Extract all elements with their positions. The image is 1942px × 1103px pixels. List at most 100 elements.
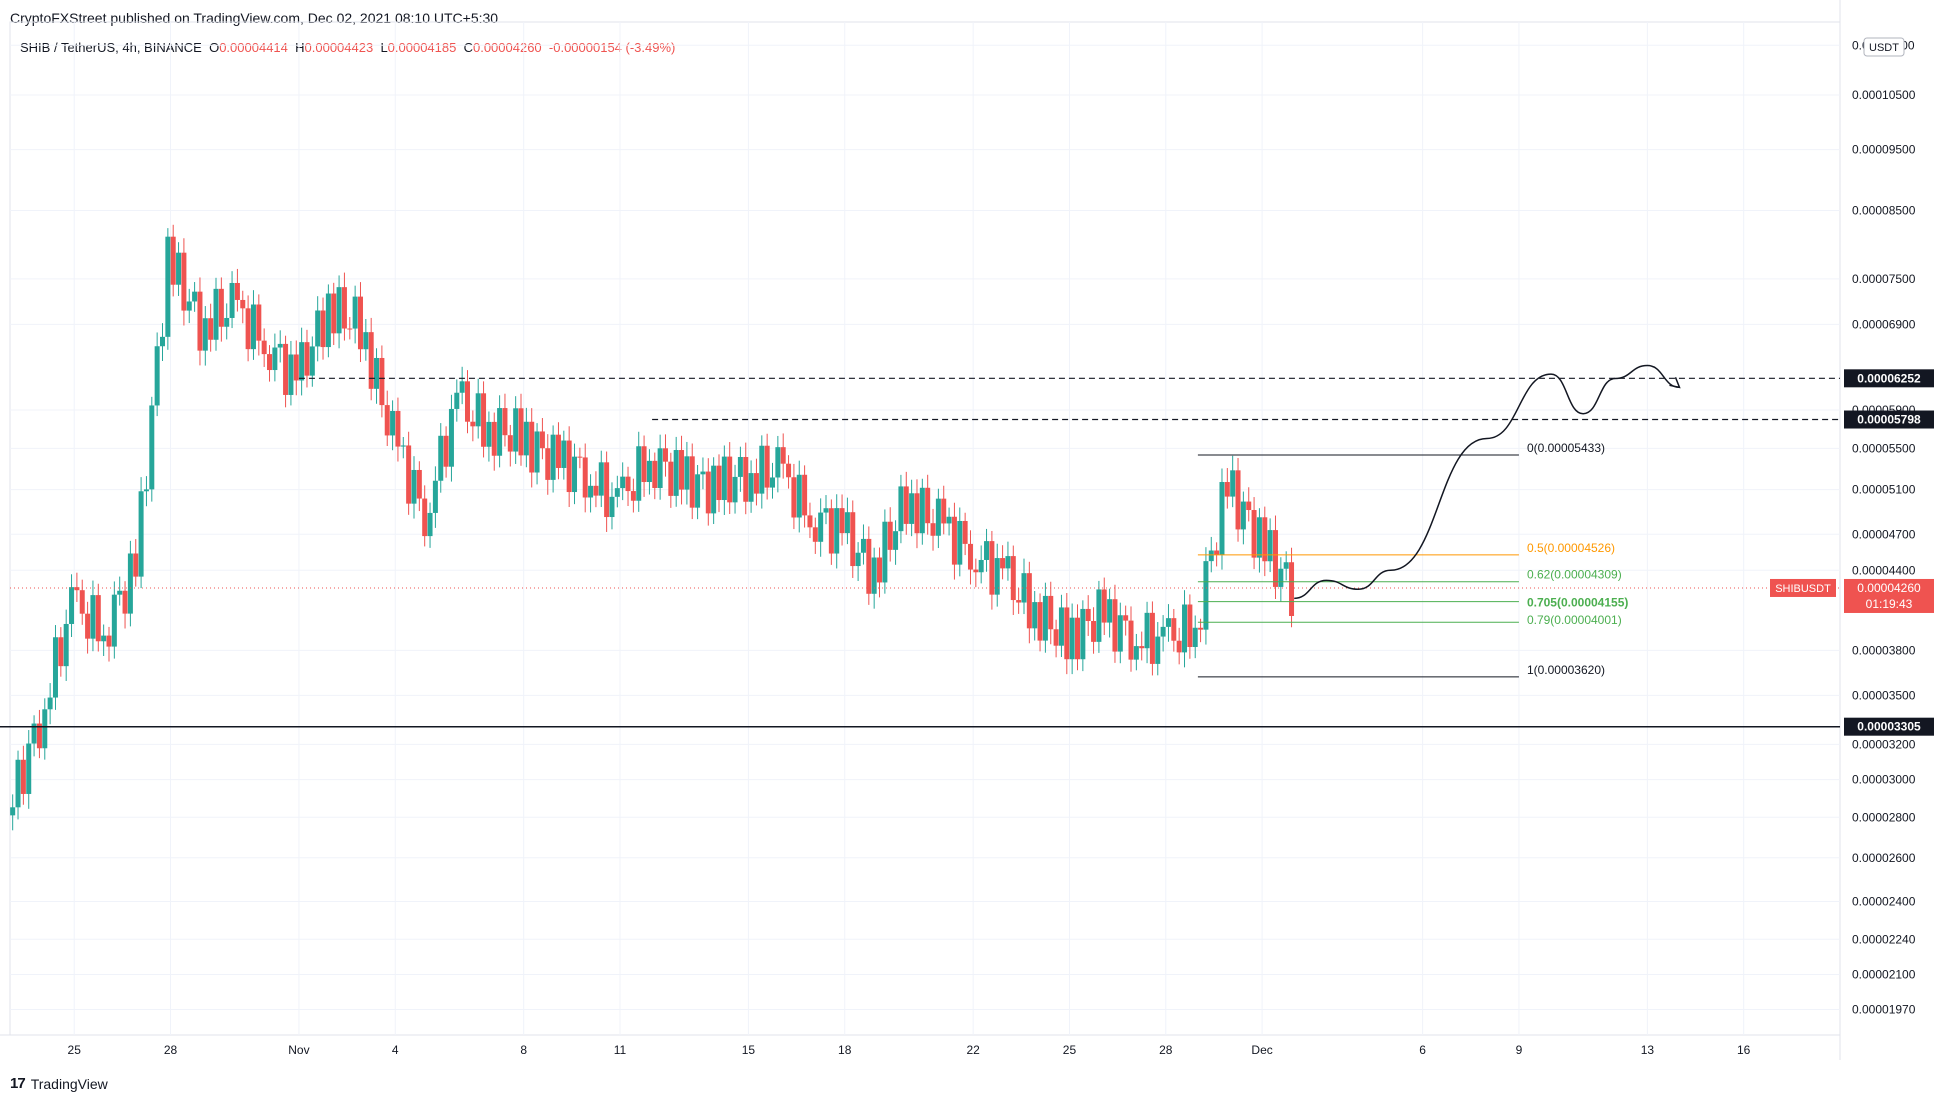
brand-name[interactable]: TradingView <box>30 1075 108 1092</box>
candle-body <box>759 445 765 494</box>
candle-body <box>727 456 733 503</box>
candle-body <box>47 697 53 710</box>
y-tick-label: 0.00002100 <box>1852 968 1916 982</box>
candle-body <box>673 450 679 496</box>
candle-body <box>646 460 652 483</box>
y-tick-label: 0.00004400 <box>1852 563 1916 577</box>
candle-body <box>1053 629 1059 646</box>
candle-body <box>331 293 337 334</box>
y-tick-label: 0.00003000 <box>1852 773 1916 787</box>
candle-body <box>416 469 422 499</box>
y-tick-label: 0.00001970 <box>1852 1002 1916 1016</box>
candle-body <box>887 521 893 550</box>
candle-body <box>770 477 775 488</box>
candle-body <box>186 301 192 311</box>
x-tick-label: 18 <box>838 1043 852 1057</box>
projection-path <box>1294 364 1680 600</box>
candle-body <box>74 587 80 591</box>
candle-body <box>213 288 219 340</box>
candle-body <box>1021 573 1027 603</box>
close-value: 0.00004260 <box>472 40 542 55</box>
fib-level-label: 0.62(0.00004309) <box>1527 568 1622 582</box>
symbol-label[interactable]: SHIB / TetherUS, 4h, BINANCE <box>20 40 202 55</box>
level-price-badge <box>1844 717 1934 736</box>
y-tick-label: 0.00009500 <box>1852 143 1916 157</box>
candle-body <box>1182 604 1188 653</box>
candle-body <box>877 557 883 583</box>
candle-body <box>1000 558 1006 569</box>
candle-body <box>743 456 749 502</box>
candle-body <box>561 440 567 468</box>
candle-body <box>309 346 315 376</box>
candle-body <box>101 635 107 642</box>
candle-body <box>422 498 428 537</box>
x-tick-label: 25 <box>1063 1043 1077 1057</box>
candle-body <box>839 508 845 534</box>
candle-body <box>384 405 390 436</box>
candle-body <box>636 446 642 501</box>
candle-body <box>90 595 96 639</box>
candle-body <box>748 473 754 502</box>
candle-body <box>1240 501 1246 530</box>
candle-body <box>234 282 240 300</box>
candle-body <box>1235 470 1241 530</box>
candle-body <box>609 496 615 518</box>
candle-body <box>572 456 578 493</box>
tradingview-logo-icon[interactable]: 17 <box>10 1075 26 1092</box>
candle-body <box>406 445 412 504</box>
candle-body <box>630 491 636 501</box>
candle-body <box>293 354 299 381</box>
candle-body <box>448 408 454 467</box>
y-tick-label: 0.00002240 <box>1852 932 1916 946</box>
candle-body <box>79 590 85 614</box>
candle-body <box>1010 556 1016 601</box>
symbol-badge <box>1770 578 1836 597</box>
low-label: L <box>380 40 388 55</box>
candle-body <box>491 421 497 456</box>
x-tick-label: 15 <box>742 1043 756 1057</box>
candle-body <box>325 293 331 348</box>
candle-body <box>1085 608 1091 621</box>
candle-body <box>753 473 759 494</box>
candle-body <box>1096 589 1102 642</box>
candle-body <box>58 637 64 667</box>
candle-body <box>192 291 198 302</box>
candle-body <box>261 340 267 355</box>
x-tick-label: 22 <box>966 1043 980 1057</box>
candle-body <box>1080 608 1086 660</box>
candle-body <box>935 498 941 536</box>
candle-body <box>1101 589 1107 623</box>
candle-body <box>507 435 513 452</box>
x-tick-label: 28 <box>1159 1043 1173 1057</box>
candle-body <box>1208 550 1214 562</box>
high-label: H <box>295 40 305 55</box>
candle-body <box>1133 646 1139 660</box>
y-tick-label: 0.00003200 <box>1852 737 1916 751</box>
candle-body <box>588 485 594 498</box>
candle-body <box>871 557 877 594</box>
y-tick-label: 0.00007500 <box>1852 272 1916 286</box>
candle-body <box>1246 501 1252 511</box>
candle-body <box>95 595 101 642</box>
candle-body <box>679 450 685 490</box>
y-tick-label: 0.00005100 <box>1852 483 1916 497</box>
candle-body <box>844 512 850 534</box>
candle-body <box>791 477 797 518</box>
currency-label: USDT <box>1869 42 1899 54</box>
candle-body <box>941 498 947 524</box>
candle-body <box>716 465 722 501</box>
candle-body <box>823 508 829 513</box>
candle-body <box>443 435 449 467</box>
candle-body <box>577 456 583 458</box>
candle-body <box>52 637 58 698</box>
candle-body <box>1117 615 1123 652</box>
candle-body <box>149 405 155 490</box>
candle-body <box>903 486 909 524</box>
candle-body <box>1230 470 1236 497</box>
y-tick-label: 0.00010500 <box>1852 88 1916 102</box>
candle-body <box>202 318 208 351</box>
candle-body <box>85 613 91 639</box>
candle-body <box>459 381 465 393</box>
candle-body <box>63 623 69 667</box>
